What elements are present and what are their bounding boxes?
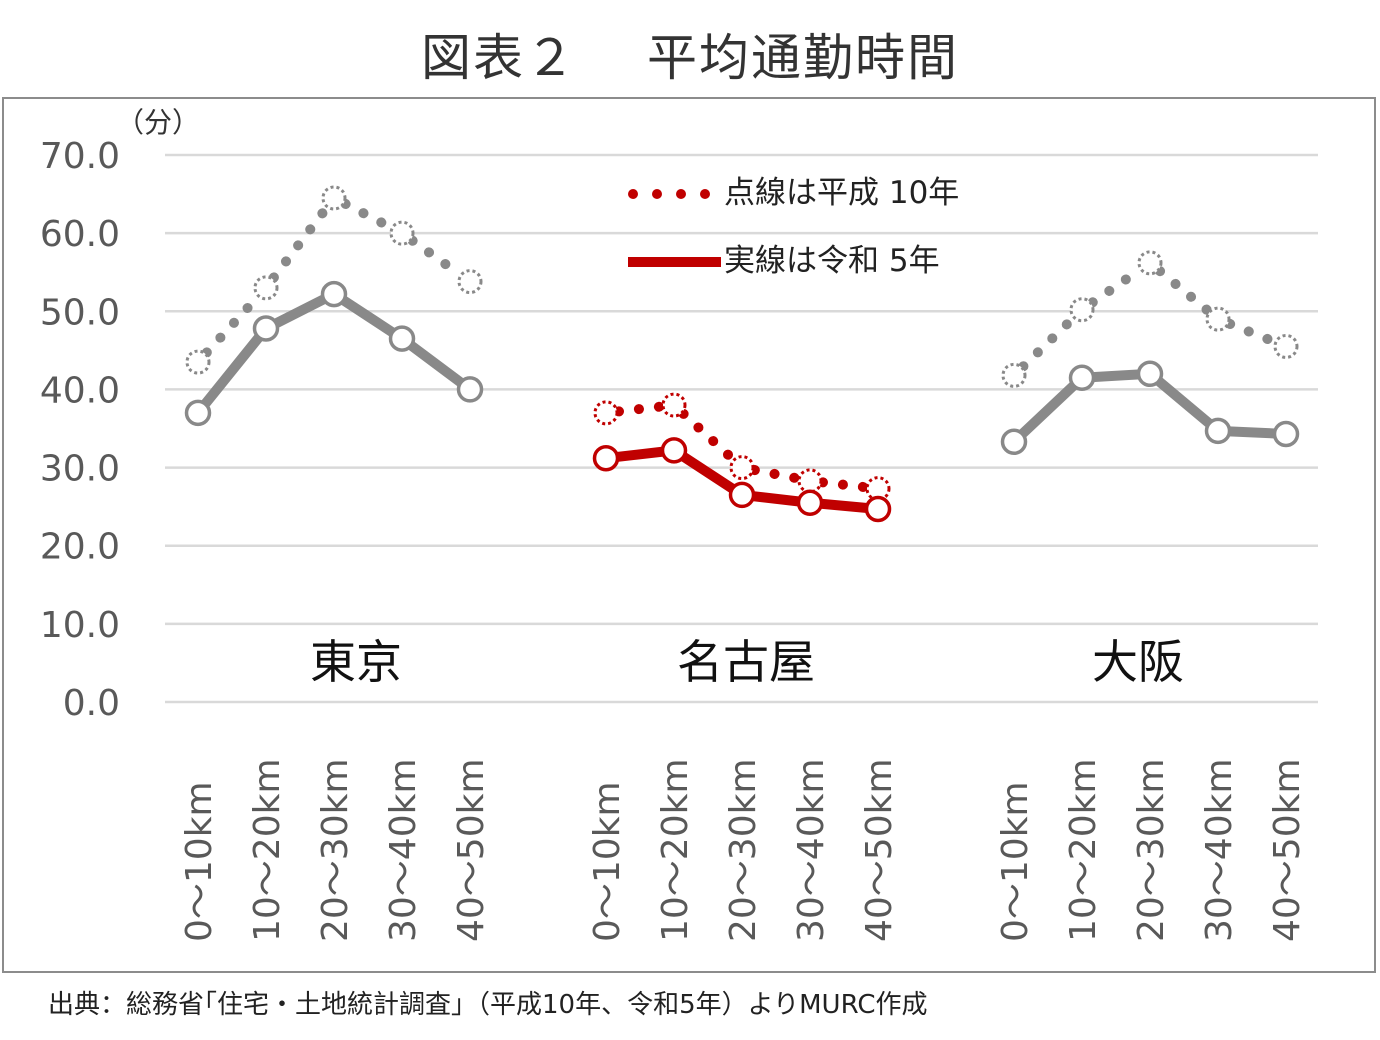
x-tick-label: 30～40km bbox=[1199, 758, 1240, 942]
x-tick-label: 0～10km bbox=[179, 781, 220, 942]
legend-label-dotted: 点線は平成 10年 bbox=[724, 175, 959, 211]
series-line-dotted bbox=[1018, 313, 1078, 372]
x-tick-label: 0～10km bbox=[587, 781, 628, 942]
series-line-dotted bbox=[201, 292, 263, 358]
title-sub: 平均通勤時間 bbox=[647, 29, 959, 87]
group-label: 東京 bbox=[310, 635, 402, 689]
legend-dot bbox=[628, 189, 638, 199]
series-line-dotted bbox=[407, 235, 465, 280]
data-point-dotted bbox=[1001, 362, 1027, 388]
group-label: 大阪 bbox=[1092, 635, 1184, 689]
data-point-solid bbox=[1000, 428, 1028, 456]
data-point-dotted bbox=[1069, 297, 1095, 323]
series-line-dotted bbox=[1155, 266, 1213, 316]
data-point-dotted bbox=[1205, 306, 1231, 332]
series-line-dotted bbox=[613, 401, 667, 417]
data-point-dotted bbox=[729, 455, 755, 481]
data-point-solid bbox=[796, 489, 824, 516]
series-line-dotted bbox=[817, 477, 871, 493]
x-tick-label: 40～50km bbox=[859, 758, 900, 942]
data-point-dotted bbox=[797, 468, 823, 494]
series-line-dotted bbox=[340, 198, 396, 233]
series-line-dotted bbox=[1087, 265, 1145, 308]
legend-dot bbox=[652, 189, 662, 199]
x-tick-label: 0～10km bbox=[995, 781, 1036, 942]
legend-dot bbox=[676, 189, 686, 199]
x-tick-label: 10～20km bbox=[655, 758, 696, 942]
x-tick-label: 40～50km bbox=[1267, 758, 1308, 942]
x-tick-label: 30～40km bbox=[383, 758, 424, 942]
y-tick-label: 30.0 bbox=[40, 449, 120, 490]
chart-frame bbox=[2, 97, 1376, 973]
data-point-solid bbox=[184, 399, 212, 427]
data-point-dotted bbox=[185, 349, 211, 375]
data-point-solid bbox=[1272, 420, 1300, 448]
y-tick-label: 0.0 bbox=[63, 683, 120, 724]
data-point-dotted bbox=[1137, 250, 1163, 276]
y-tick-label: 50.0 bbox=[40, 292, 120, 333]
data-point-solid bbox=[320, 280, 348, 308]
x-tick-label: 10～20km bbox=[247, 758, 288, 942]
data-point-solid bbox=[1068, 364, 1096, 391]
y-unit-label: （分） bbox=[116, 106, 200, 139]
y-tick-label: 20.0 bbox=[40, 527, 120, 568]
y-tick-label: 10.0 bbox=[40, 605, 120, 646]
data-point-solid bbox=[1136, 360, 1164, 388]
group-label: 名古屋 bbox=[677, 635, 815, 689]
data-point-dotted bbox=[661, 392, 687, 418]
legend-dot bbox=[700, 189, 710, 199]
data-point-solid bbox=[252, 315, 280, 342]
data-point-solid bbox=[456, 376, 484, 403]
data-point-solid bbox=[1204, 417, 1232, 445]
data-point-dotted bbox=[253, 275, 279, 301]
data-point-solid bbox=[864, 495, 892, 523]
x-tick-label: 20～30km bbox=[1131, 758, 1172, 942]
data-point-dotted bbox=[593, 400, 619, 426]
y-tick-label: 60.0 bbox=[40, 214, 120, 255]
x-tick-label: 30～40km bbox=[791, 758, 832, 942]
data-point-dotted bbox=[389, 220, 415, 246]
y-tick-label: 40.0 bbox=[40, 370, 120, 411]
x-tick-label: 40～50km bbox=[451, 758, 492, 942]
source-note: 出典：総務省｢住宅・土地統計調査｣（平成10年、令和5年）よりMURC作成 bbox=[48, 990, 928, 1020]
data-point-dotted bbox=[1273, 333, 1299, 359]
series-line-dotted bbox=[749, 465, 803, 484]
data-point-dotted bbox=[321, 185, 347, 211]
x-tick-label: 20～30km bbox=[723, 758, 764, 942]
series-line-dotted bbox=[678, 408, 738, 464]
x-tick-label: 20～30km bbox=[315, 758, 356, 942]
y-tick-label: 70.0 bbox=[40, 136, 120, 177]
data-point-dotted bbox=[457, 269, 483, 295]
data-point-solid bbox=[728, 481, 756, 509]
chart-title: 図表２ 平均通勤時間 bbox=[0, 18, 1380, 90]
series-line-dotted bbox=[1225, 318, 1279, 347]
x-tick-label: 10～20km bbox=[1063, 758, 1104, 942]
data-point-solid bbox=[388, 325, 416, 352]
data-point-dotted bbox=[865, 476, 891, 502]
data-point-solid bbox=[660, 437, 688, 464]
legend-label-solid: 実線は令和 5年 bbox=[724, 243, 940, 279]
series-line-dotted bbox=[268, 203, 332, 283]
title-main: 図表２ bbox=[421, 29, 577, 87]
data-point-solid bbox=[592, 444, 620, 472]
